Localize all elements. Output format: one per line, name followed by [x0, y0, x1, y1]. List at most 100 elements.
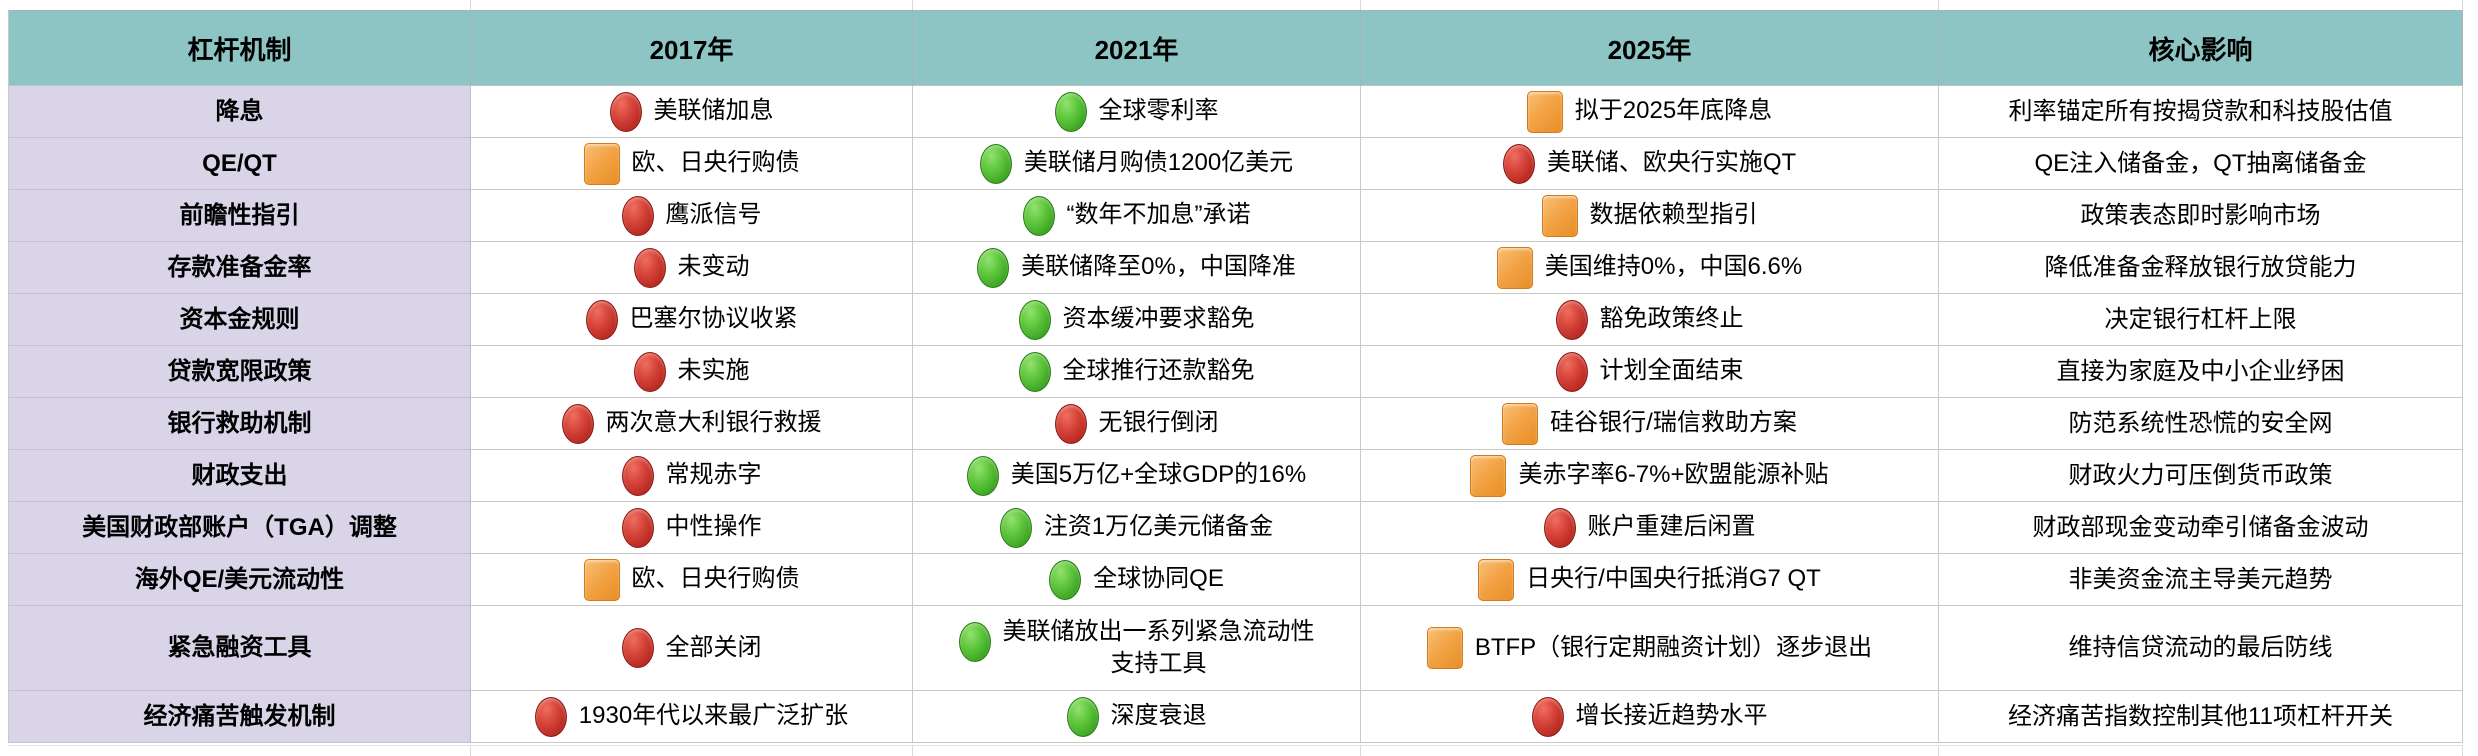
cell-impact-row-7[interactable]: 财政火力可压倒货币政策: [1939, 450, 2463, 502]
table-row: 海外QE/美元流动性 欧、日央行购债 全球协同QE 日央行/中国央行抵消G7 QT 非美…: [9, 554, 2463, 606]
row-label-10[interactable]: 紧急融资工具: [9, 606, 471, 691]
status-entry: 全部关闭: [621, 628, 762, 668]
status-entry: 美国维持0%，中国6.6%: [1496, 246, 1803, 289]
status-entry: 未变动: [633, 247, 750, 288]
cell-2021-row-1[interactable]: 美联储月购债1200亿美元: [913, 138, 1361, 190]
cell-impact-row-5[interactable]: 直接为家庭及中小企业纾困: [1939, 346, 2463, 398]
cell-2025-row-6[interactable]: 硅谷银行/瑞信救助方案: [1361, 398, 1939, 450]
status-green-circle-icon: [1018, 299, 1051, 340]
cell-text: 美国维持0%，中国6.6%: [1544, 253, 1803, 281]
cell-2025-row-3[interactable]: 美国维持0%，中国6.6%: [1361, 242, 1939, 294]
cell-2017-row-1[interactable]: 欧、日央行购债: [471, 138, 913, 190]
cell-impact-row-11[interactable]: 经济痛苦指数控制其他11项杠杆开关: [1939, 691, 2463, 743]
cell-2017-row-8[interactable]: 中性操作: [471, 502, 913, 554]
row-label-4[interactable]: 资本金规则: [9, 294, 471, 346]
row-label-1[interactable]: QE/QT: [9, 138, 471, 190]
cell-2025-row-2[interactable]: 数据依赖型指引: [1361, 190, 1939, 242]
row-label-7[interactable]: 财政支出: [9, 450, 471, 502]
cell-2021-row-3[interactable]: 美联储降至0%，中国降准: [913, 242, 1361, 294]
cell-2025-row-4[interactable]: 豁免政策终止: [1361, 294, 1939, 346]
table-row: 财政支出 常规赤字 美国5万亿+全球GDP的16% 美赤字率6-7%+欧盟能源补贴 财政…: [9, 450, 2463, 502]
header-cell-impact[interactable]: 核心影响: [1939, 11, 2463, 86]
cell-2021-row-0[interactable]: 全球零利率: [913, 86, 1361, 138]
cell-2025-row-0[interactable]: 拟于2025年底降息: [1361, 86, 1939, 138]
cell-2017-row-10[interactable]: 全部关闭: [471, 606, 913, 691]
cell-2025-row-7[interactable]: 美赤字率6-7%+欧盟能源补贴: [1361, 450, 1939, 502]
header-cell-2025[interactable]: 2025年: [1361, 11, 1939, 86]
cell-2017-row-2[interactable]: 鹰派信号: [471, 190, 913, 242]
cell-impact-row-10[interactable]: 维持信贷流动的最后防线: [1939, 606, 2463, 691]
cell-2025-row-5[interactable]: 计划全面结束: [1361, 346, 1939, 398]
cell-2021-row-5[interactable]: 全球推行还款豁免: [913, 346, 1361, 398]
cell-impact-row-0[interactable]: 利率锚定所有按揭贷款和科技股估值: [1939, 86, 2463, 138]
header-cell-mechanism[interactable]: 杠杆机制: [9, 11, 471, 86]
row-label-6[interactable]: 银行救助机制: [9, 398, 471, 450]
cell-2021-row-6[interactable]: 无银行倒闭: [913, 398, 1361, 450]
status-green-circle-icon: [966, 455, 999, 496]
cell-2021-row-8[interactable]: 注资1万亿美元储备金: [913, 502, 1361, 554]
cell-2025-row-1[interactable]: 美联储、欧央行实施QT: [1361, 138, 1939, 190]
status-entry: 美赤字率6-7%+欧盟能源补贴: [1470, 454, 1829, 497]
cell-impact-row-3[interactable]: 降低准备金释放银行放贷能力: [1939, 242, 2463, 294]
status-entry: 账户重建后闲置: [1543, 507, 1756, 548]
cell-2017-row-6[interactable]: 两次意大利银行救援: [471, 398, 913, 450]
cell-2025-row-11[interactable]: 增长接近趋势水平: [1361, 691, 1939, 743]
cell-text: 常规赤字: [665, 461, 762, 489]
leverage-mechanism-table: 杠杆机制 2017年 2021年 2025年 核心影响 降息 美联储加息 全球零利率…: [8, 10, 2463, 743]
cell-2017-row-11[interactable]: 1930年代以来最广泛扩张: [471, 691, 913, 743]
impact-text: 利率锚定所有按揭贷款和科技股估值: [2008, 97, 2393, 125]
impact-text: 直接为家庭及中小企业纾困: [2056, 357, 2345, 385]
cell-impact-row-8[interactable]: 财政部现金变动牵引储备金波动: [1939, 502, 2463, 554]
status-entry: 数据依赖型指引: [1541, 194, 1758, 237]
cell-2021-row-9[interactable]: 全球协同QE: [913, 554, 1361, 606]
cell-2021-row-2[interactable]: “数年不加息”承诺: [913, 190, 1361, 242]
impact-text: 维持信贷流动的最后防线: [2068, 634, 2333, 662]
table-row: 降息 美联储加息 全球零利率 拟于2025年底降息 利率锚定所有按揭贷款和科技股估值: [9, 86, 2463, 138]
row-label-5[interactable]: 贷款宽限政策: [9, 346, 471, 398]
cell-text: “数年不加息”承诺: [1066, 201, 1251, 229]
cell-2017-row-0[interactable]: 美联储加息: [471, 86, 913, 138]
status-red-circle-icon: [633, 351, 666, 392]
row-label-9[interactable]: 海外QE/美元流动性: [9, 554, 471, 606]
row-label-0[interactable]: 降息: [9, 86, 471, 138]
cell-impact-row-2[interactable]: 政策表态即时影响市场: [1939, 190, 2463, 242]
status-orange-square-icon: [583, 142, 620, 185]
cell-2017-row-3[interactable]: 未变动: [471, 242, 913, 294]
cell-text: 全球协同QE: [1093, 565, 1224, 593]
status-entry: 全球协同QE: [1049, 559, 1224, 600]
cell-2017-row-9[interactable]: 欧、日央行购债: [471, 554, 913, 606]
cell-text: 美联储放出一系列紧急流动性 支持工具: [1002, 617, 1315, 677]
cell-2025-row-9[interactable]: 日央行/中国央行抵消G7 QT: [1361, 554, 1939, 606]
status-green-circle-icon: [1049, 559, 1082, 600]
cell-2021-row-10[interactable]: 美联储放出一系列紧急流动性 支持工具: [913, 606, 1361, 691]
cell-2021-row-7[interactable]: 美国5万亿+全球GDP的16%: [913, 450, 1361, 502]
cell-impact-row-6[interactable]: 防范系统性恐慌的安全网: [1939, 398, 2463, 450]
status-entry: BTFP（银行定期融资计划）逐步退出: [1426, 627, 1872, 669]
status-entry: 全球推行还款豁免: [1018, 351, 1255, 392]
cell-2017-row-4[interactable]: 巴塞尔协议收紧: [471, 294, 913, 346]
row-label-2[interactable]: 前瞻性指引: [9, 190, 471, 242]
row-label-8[interactable]: 美国财政部账户（TGA）调整: [9, 502, 471, 554]
status-entry: 巴塞尔协议收紧: [585, 299, 798, 340]
status-red-circle-icon: [621, 195, 654, 236]
row-label-11[interactable]: 经济痛苦触发机制: [9, 691, 471, 743]
cell-2025-row-10[interactable]: BTFP（银行定期融资计划）逐步退出: [1361, 606, 1939, 691]
cell-impact-row-1[interactable]: QE注入储备金，QT抽离储备金: [1939, 138, 2463, 190]
status-red-circle-icon: [621, 628, 654, 668]
cell-2021-row-4[interactable]: 资本缓冲要求豁免: [913, 294, 1361, 346]
cell-2021-row-11[interactable]: 深度衰退: [913, 691, 1361, 743]
cell-text: 未实施: [677, 357, 750, 385]
header-cell-2017[interactable]: 2017年: [471, 11, 913, 86]
table-row: 紧急融资工具 全部关闭 美联储放出一系列紧急流动性 支持工具 BTFP（银行定期融资计…: [9, 606, 2463, 691]
cell-text: 中性操作: [665, 513, 762, 541]
status-orange-square-icon: [583, 558, 620, 601]
table-row: 存款准备金率 未变动 美联储降至0%，中国降准 美国维持0%，中国6.6% 降低准备金释…: [9, 242, 2463, 294]
row-label-3[interactable]: 存款准备金率: [9, 242, 471, 294]
cell-2017-row-5[interactable]: 未实施: [471, 346, 913, 398]
cell-impact-row-9[interactable]: 非美资金流主导美元趋势: [1939, 554, 2463, 606]
cell-impact-row-4[interactable]: 决定银行杠杆上限: [1939, 294, 2463, 346]
cell-2017-row-7[interactable]: 常规赤字: [471, 450, 913, 502]
header-cell-2021[interactable]: 2021年: [913, 11, 1361, 86]
cell-2025-row-8[interactable]: 账户重建后闲置: [1361, 502, 1939, 554]
